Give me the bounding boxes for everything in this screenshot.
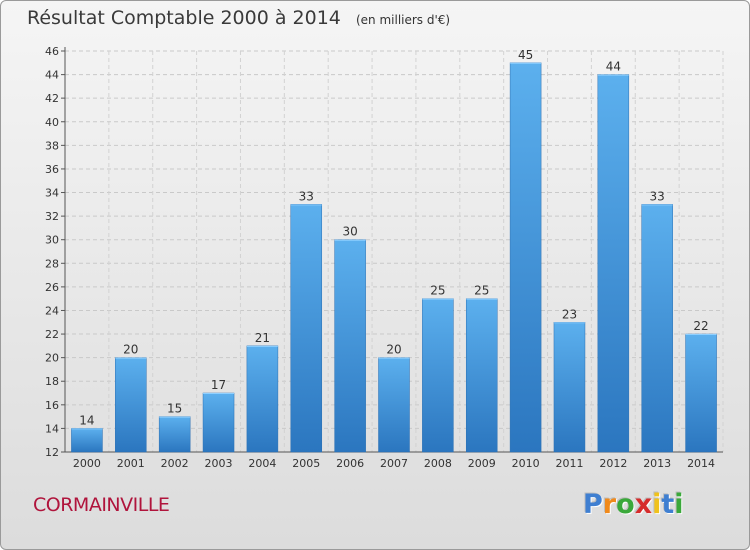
y-tick-label: 40 (45, 116, 59, 129)
x-tick-label: 2010 (512, 457, 540, 470)
data-label: 45 (518, 48, 533, 62)
bar-layer (71, 62, 717, 453)
x-tick-label: 2007 (380, 457, 408, 470)
bar (553, 322, 586, 453)
data-label: 17 (211, 378, 226, 392)
data-label: 30 (342, 225, 357, 239)
logo-letter: P (583, 489, 603, 520)
chart-title: Résultat Comptable 2000 à 2014 (27, 7, 341, 29)
x-tick-label: 2003 (205, 457, 233, 470)
y-tick-label: 42 (45, 92, 59, 105)
y-tick-label: 18 (45, 375, 59, 388)
x-tick-label: 2006 (336, 457, 364, 470)
y-tick-label: 14 (45, 422, 59, 435)
bar (465, 298, 498, 453)
logo-letter: x (634, 489, 653, 520)
x-tick-label: 2000 (73, 457, 101, 470)
bar (246, 345, 279, 453)
proxiti-logo: Proxiti (583, 489, 684, 520)
data-label: 21 (255, 331, 270, 345)
y-tick-label: 32 (45, 210, 59, 223)
y-tick-label: 38 (45, 139, 59, 152)
data-label: 20 (123, 343, 138, 357)
x-tick-label: 2004 (248, 457, 276, 470)
logo-letter: t (661, 489, 675, 520)
y-tick-label: 26 (45, 281, 59, 294)
data-label: 33 (299, 189, 314, 203)
y-tick-label: 30 (45, 234, 59, 247)
bar (378, 357, 410, 453)
y-tick-label: 12 (45, 446, 59, 459)
y-tick-label: 44 (45, 69, 59, 82)
label-layer: 12 14 16 18 20 22 24 26 28 30 32 34 36 38 40 42 44 46 14 20… (45, 45, 715, 470)
bar (334, 239, 366, 453)
logo-letter: i (674, 489, 684, 520)
bar (641, 204, 673, 453)
logo-letter: r (602, 489, 617, 520)
bar (202, 392, 235, 453)
bar (422, 298, 454, 453)
bar (115, 357, 147, 453)
x-tick-label: 2002 (161, 457, 189, 470)
y-tick-label: 46 (45, 45, 59, 58)
bar (290, 204, 323, 453)
x-tick-label: 2008 (424, 457, 452, 470)
bar (158, 416, 191, 453)
y-tick-label: 20 (45, 352, 59, 365)
x-tick-label: 2011 (555, 457, 583, 470)
x-tick-label: 2001 (117, 457, 145, 470)
data-label: 20 (386, 343, 401, 357)
commune-name: CORMAINVILLE (33, 494, 170, 516)
x-tick-label: 2012 (599, 457, 627, 470)
bar (509, 62, 542, 453)
logo-letter: i (652, 489, 662, 520)
y-tick-label: 36 (45, 163, 59, 176)
data-label: 44 (606, 60, 621, 74)
x-tick-label: 2005 (292, 457, 320, 470)
bar (71, 428, 103, 453)
data-label: 23 (562, 307, 577, 321)
bar (685, 333, 717, 453)
y-tick-label: 28 (45, 257, 59, 270)
logo-letter: o (616, 489, 635, 520)
y-tick-label: 34 (45, 187, 59, 200)
data-label: 33 (650, 189, 665, 203)
x-tick-label: 2014 (687, 457, 715, 470)
data-label: 15 (167, 402, 182, 416)
data-label: 14 (79, 413, 94, 427)
bar (597, 74, 630, 453)
y-tick-label: 24 (45, 304, 59, 317)
data-label: 25 (430, 284, 445, 298)
data-label: 22 (693, 319, 708, 333)
x-tick-label: 2013 (643, 457, 671, 470)
chart-subtitle: (en milliers d'€) (355, 13, 451, 27)
title-row: Résultat Comptable 2000 à 2014 (en milli… (27, 7, 450, 29)
data-label: 25 (474, 284, 489, 298)
y-tick-label: 22 (45, 328, 59, 341)
x-tick-label: 2009 (468, 457, 496, 470)
y-tick-label: 16 (45, 399, 59, 412)
